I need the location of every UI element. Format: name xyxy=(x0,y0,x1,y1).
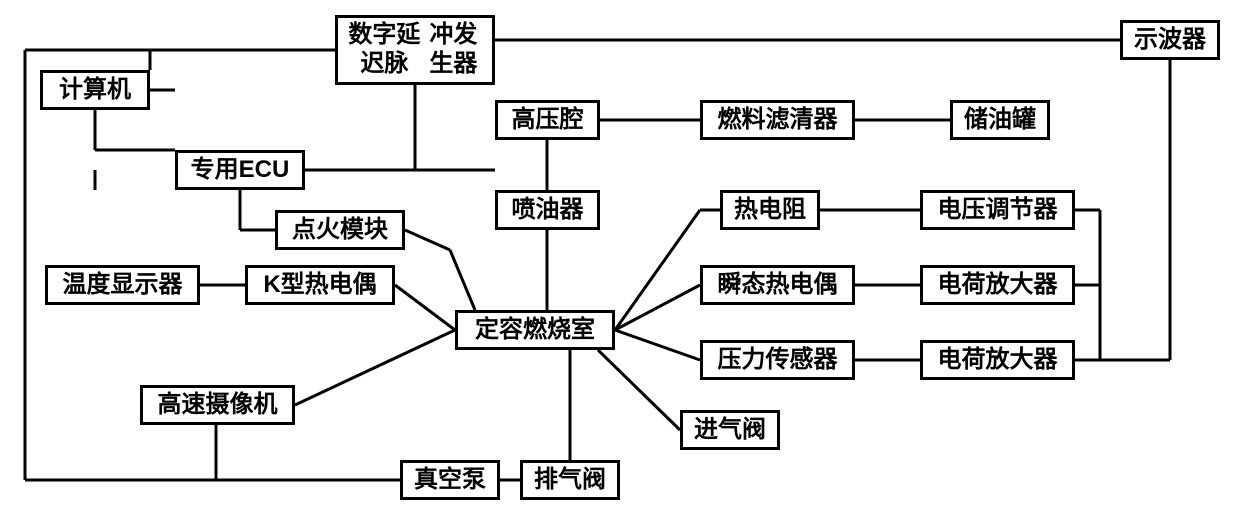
node-chamber: 定容燃烧室 xyxy=(455,310,615,350)
node-label: K型热电偶 xyxy=(263,271,376,300)
node-oscilloscope: 示波器 xyxy=(1120,20,1220,60)
node-fuel_filter: 燃料滤清器 xyxy=(700,100,855,140)
node-label: 定容燃烧室 xyxy=(475,316,595,345)
node-label: 电荷放大器 xyxy=(938,271,1058,300)
node-pulse_gen: 数字延迟脉冲发生器 xyxy=(335,15,495,85)
node-label: 高压腔 xyxy=(512,106,584,135)
node-ignition: 点火模块 xyxy=(275,210,405,250)
node-camera: 高速摄像机 xyxy=(140,385,295,425)
node-label: 喷油器 xyxy=(512,196,584,225)
node-label: 高速摄像机 xyxy=(158,391,278,420)
node-exhaust_valve: 排气阀 xyxy=(520,460,620,500)
node-label: 压力传感器 xyxy=(718,346,838,375)
node-intake_valve: 进气阀 xyxy=(680,410,780,450)
node-volt_reg: 电压调节器 xyxy=(920,190,1075,230)
node-label: 瞬态热电偶 xyxy=(718,271,838,300)
node-label: 储油罐 xyxy=(964,106,1036,135)
node-label: 专用ECU xyxy=(191,156,290,185)
node-label: 电荷放大器 xyxy=(938,346,1058,375)
node-ecu: 专用ECU xyxy=(175,150,305,190)
node-injector: 喷油器 xyxy=(495,190,600,230)
node-k_thermo: K型热电偶 xyxy=(245,265,395,305)
node-label: 示波器 xyxy=(1134,26,1206,55)
node-thermistor: 热电阻 xyxy=(720,190,820,230)
node-label: 计算机 xyxy=(59,76,131,105)
node-label: 真空泵 xyxy=(414,466,486,495)
node-label: 燃料滤清器 xyxy=(718,106,838,135)
node-temp_display: 温度显示器 xyxy=(45,265,200,305)
node-charge_amp2: 电荷放大器 xyxy=(920,340,1075,380)
node-label-line: 数字延迟脉 xyxy=(346,21,423,79)
node-vacuum_pump: 真空泵 xyxy=(400,460,500,500)
node-trans_thermo: 瞬态热电偶 xyxy=(700,265,855,305)
node-label-line: 冲发生器 xyxy=(423,21,484,79)
node-label: 进气阀 xyxy=(694,416,766,445)
node-label: 排气阀 xyxy=(534,466,606,495)
node-computer: 计算机 xyxy=(40,70,150,110)
node-charge_amp1: 电荷放大器 xyxy=(920,265,1075,305)
node-label: 电压调节器 xyxy=(938,196,1058,225)
node-hp_cavity: 高压腔 xyxy=(495,100,600,140)
node-fuel_tank: 储油罐 xyxy=(950,100,1050,140)
node-label: 温度显示器 xyxy=(63,271,183,300)
node-pressure_sensor: 压力传感器 xyxy=(700,340,855,380)
node-label: 热电阻 xyxy=(734,196,806,225)
node-label: 点火模块 xyxy=(292,216,388,245)
